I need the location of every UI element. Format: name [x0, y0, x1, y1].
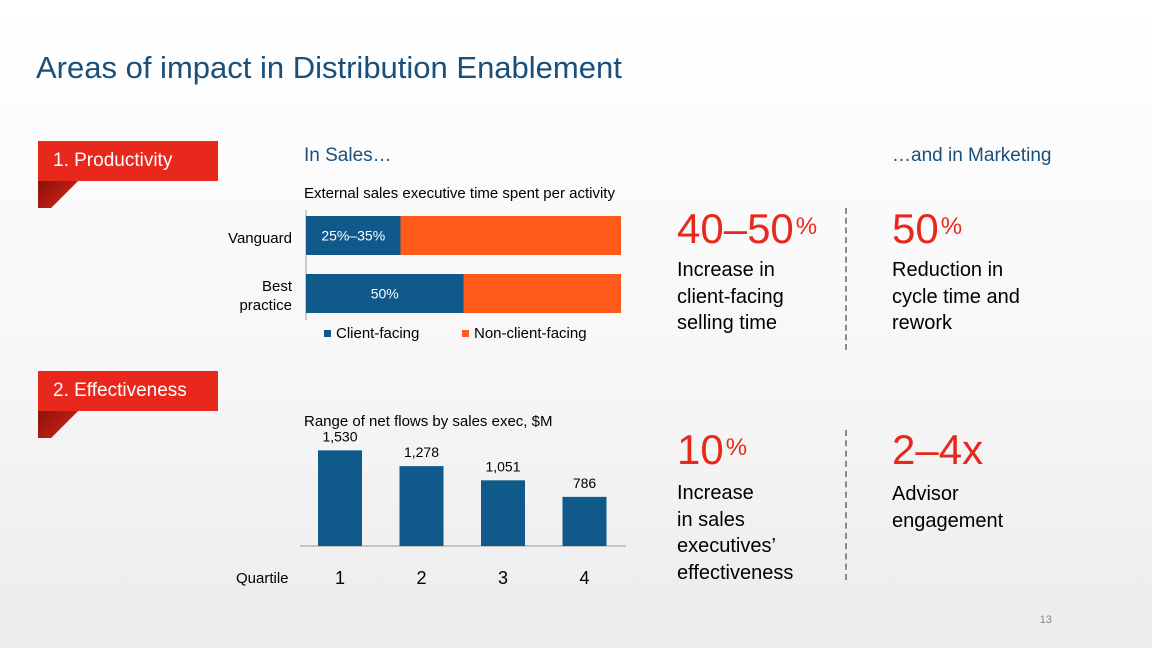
page-number: 13	[1039, 614, 1052, 626]
bar-data-label: 50%	[371, 286, 399, 302]
page-title: Areas of impact in Distribution Enableme…	[36, 50, 622, 85]
marketing-effectiveness-desc: Advisor engagement	[892, 481, 1003, 534]
sales-productivity-value: 40–50%	[677, 208, 817, 250]
legend-swatch-client-facing	[324, 330, 331, 337]
desc-line: engagement	[892, 509, 1004, 532]
sales-productivity-desc: Increase in client-facing selling time	[677, 257, 784, 337]
legend-non-client-facing: Non-client-facing	[462, 325, 587, 342]
x-tick-label: 4	[579, 568, 589, 588]
bar-value-label: 1,530	[322, 430, 357, 444]
row-label-line: practice	[239, 297, 292, 314]
desc-line: in sales	[677, 508, 745, 531]
bar-value-label: 1,051	[485, 458, 520, 474]
bar-value-label: 786	[573, 475, 597, 491]
marketing-productivity-desc: Reduction in cycle time and rework	[892, 257, 1020, 337]
net-flows-chart: 1,530 1 1,278 2 1,051 3 786 4	[300, 430, 626, 588]
net-flows-chart-title: Range of net flows by sales exec, $M	[304, 413, 553, 430]
marketing-effectiveness-value: 2–4x	[892, 429, 985, 471]
effectiveness-banner: 2. Effectiveness	[38, 371, 218, 411]
bar	[318, 450, 362, 546]
value-suffix: %	[795, 213, 818, 240]
quartile-axis-label: Quartile	[236, 570, 289, 587]
banner-fold	[38, 410, 78, 438]
x-tick-label: 3	[498, 568, 508, 588]
desc-line: Increase	[677, 482, 754, 504]
row-label-best-practice: Best practice	[239, 277, 292, 315]
bar-value-label: 1,278	[404, 444, 439, 460]
desc-line: rework	[892, 312, 953, 334]
marketing-productivity-value: 50%	[892, 208, 962, 250]
bar-client-facing	[306, 274, 464, 313]
sales-effectiveness-desc: Increase in sales executives’ effectiven…	[677, 480, 793, 586]
value-suffix: %	[940, 213, 963, 240]
desc-line: selling time	[677, 312, 778, 334]
bar-data-label: 25%–35%	[321, 228, 385, 244]
desc-line: Advisor	[892, 483, 959, 505]
value-text: 40–50	[677, 205, 794, 252]
value-text: 10	[677, 426, 724, 473]
legend-label-non-client-facing: Non-client-facing	[474, 325, 587, 342]
bar	[399, 466, 444, 546]
bar	[481, 480, 525, 546]
bar-non-client-facing	[400, 216, 621, 255]
row-label-line: Best	[261, 278, 292, 295]
bar-client-facing	[306, 216, 401, 255]
divider	[845, 430, 847, 580]
x-tick-label: 2	[416, 568, 426, 588]
row-label-vanguard: Vanguard	[228, 230, 292, 247]
marketing-heading: …and in Marketing	[892, 145, 1052, 166]
x-tick-label: 1	[335, 568, 345, 588]
bar-non-client-facing	[463, 274, 621, 313]
divider	[845, 208, 847, 350]
desc-line: executives’	[677, 535, 776, 557]
legend-swatch-non-client-facing	[462, 330, 469, 337]
legend-label-client-facing: Client-facing	[336, 325, 420, 342]
desc-line: client-facing	[677, 285, 784, 308]
desc-line: effectiveness	[677, 561, 794, 584]
time-allocation-chart: 25%–35% 50%	[305, 210, 621, 320]
value-text: 2–4x	[892, 426, 984, 473]
desc-line: Increase in	[677, 259, 775, 281]
bar	[562, 496, 607, 546]
value-suffix: %	[725, 434, 748, 461]
desc-line: Reduction in	[892, 259, 1004, 281]
banner-fold	[38, 180, 78, 208]
productivity-banner: 1. Productivity	[38, 141, 218, 181]
desc-line: cycle time and	[892, 285, 1020, 308]
sales-effectiveness-value: 10%	[677, 429, 747, 471]
time-chart-title: External sales executive time spent per …	[304, 185, 615, 202]
sales-heading: In Sales…	[304, 145, 392, 166]
legend-client-facing: Client-facing	[324, 325, 419, 342]
value-text: 50	[892, 205, 939, 252]
